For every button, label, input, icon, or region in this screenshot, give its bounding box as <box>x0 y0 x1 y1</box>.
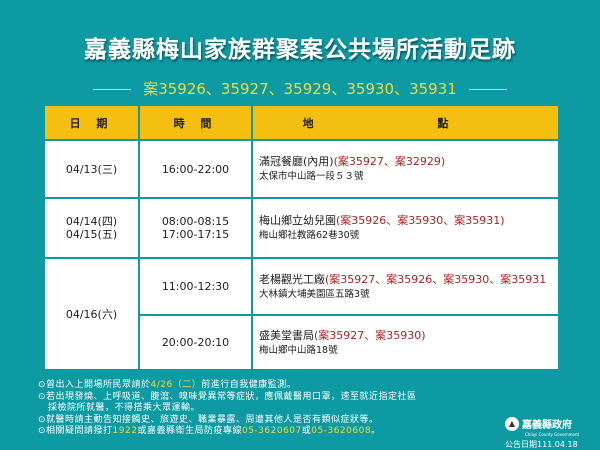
phone-1: 05-3620607 <box>241 426 302 436</box>
note-2: ⊙若出現發燒、上呼吸道、腹瀉、嗅味覺異常等症狀，應佩戴醫用口罩，速至就近指定社區 <box>38 391 417 402</box>
place-cell: 滿冠餐廳(內用)(案35927、案32929) 太保市中山路一段５３號 <box>251 139 560 199</box>
date-cell: 04/16(六) <box>43 257 140 371</box>
header-place: 地 點 <box>251 106 560 141</box>
divider <box>93 89 132 90</box>
logo-name: 嘉義縣政府 <box>522 420 572 431</box>
place-name: 梅山鄉立幼兒園 <box>259 214 336 227</box>
page-title: 嘉義縣梅山家族群聚案公共場所活動足跡 <box>84 37 516 63</box>
date-cell: 04/13(三) <box>43 139 140 199</box>
note-text: 前進行自我健康監測。 <box>201 380 297 390</box>
note-text: 或嘉義縣衛生局防疫專線 <box>137 426 242 436</box>
case-numbers: 案35926、35927、35929、35930、35931 <box>143 80 457 98</box>
table-row: 04/14(四) 04/15(五) 08:00-08:15 17:00-17:1… <box>43 197 560 259</box>
case-ref: (案35927、案35926、案35930、案35931 <box>325 272 547 286</box>
time-cell: 20:00-20:10 <box>138 314 253 371</box>
place-name: 滿冠餐廳(內用) <box>259 155 334 168</box>
time-cell: 08:00-08:15 17:00-17:15 <box>138 197 253 259</box>
time-cell: 11:00-12:30 <box>138 257 253 316</box>
place-address: 大林鎮大埔美園區五路3號 <box>259 288 370 300</box>
place-address: 太保市中山路一段５３號 <box>259 171 364 182</box>
table-header: 日 期 時 間 地 點 <box>43 106 560 141</box>
case-ref: (案35927、案35930) <box>314 328 426 342</box>
place-address: 梅山鄉社教路62巷30號 <box>259 230 360 241</box>
note-3: ⊙就醫時請主動告知接觸史、旅遊史、職業暴露、周遭其他人是否有類似症狀等。 <box>38 414 379 425</box>
place-cell: 盛美堂書局(案35927、案35930) 梅山鄉中山路18號 <box>251 314 560 371</box>
place-name: 老楊觀光工廠 <box>259 272 325 286</box>
table-row: 20:00-20:10 盛美堂書局(案35927、案35930) 梅山鄉中山路18… <box>44 314 560 371</box>
place-name: 盛美堂書局 <box>259 328 314 342</box>
logo-english: Chiayi County Government <box>525 432 580 437</box>
county-emblem-icon: ▲ <box>505 416 519 431</box>
note-text: 。 <box>371 426 381 436</box>
note-2b: 採檢院所就醫，不得搭乘大眾運輸。 <box>48 403 201 413</box>
case-subtitle: 案35926、35927、35929、35930、35931 <box>0 78 600 99</box>
footprint-table: 日 期 時 間 地 點 04/13(三) 16:00-22:00 滿冠餐廳(內用… <box>43 106 560 371</box>
place-cell: 梅山鄉立幼兒園(案35926、案35930、案35931) 梅山鄉社教路62巷30… <box>251 197 560 259</box>
divider <box>468 89 507 90</box>
announcement-date: 公告日期111.04.18 <box>505 440 578 449</box>
note-date: 4/26（二） <box>150 380 202 390</box>
table-row: 04/13(三) 16:00-22:00 滿冠餐廳(內用)(案35927、案32… <box>43 139 560 199</box>
government-logo: ▲ 嘉義縣政府 Chiayi County Government 公告日期111.… <box>505 413 579 450</box>
note-text: ⊙曾出入上開場所民眾請於 <box>38 380 151 390</box>
header-time: 時 間 <box>138 106 253 141</box>
case-ref: (案35926、案35930、案35931) <box>336 214 505 227</box>
date-cell: 04/14(四) 04/15(五) <box>43 197 140 259</box>
case-ref: (案35927、案32929) <box>333 155 446 168</box>
header-date: 日 期 <box>43 106 140 141</box>
hotline: 1922 <box>112 426 138 436</box>
note-text: 或 <box>301 426 312 436</box>
table-row: 04/16(六) 11:00-12:30 老楊觀光工廠(案35927、案3592… <box>43 257 560 371</box>
notes: ⊙曾出入上開場所民眾請於4/26（二）前進行自我健康監測。 ⊙若出現發燒、上呼吸… <box>38 380 417 438</box>
note-1: ⊙曾出入上開場所民眾請於4/26（二）前進行自我健康監測。 <box>38 380 417 392</box>
time-cell: 16:00-22:00 <box>138 139 253 199</box>
place-cell: 老楊觀光工廠(案35927、案35926、案35930、案35931 大林鎮大埔美… <box>251 257 560 316</box>
note-text: ⊙相關疑問請撥打 <box>38 426 113 436</box>
place-address: 梅山鄉中山路18號 <box>259 344 338 356</box>
note-4: ⊙相關疑問請撥打1922或嘉義縣衛生局防疫專線05-3620607或05-362… <box>38 426 417 438</box>
phone-2: 05-3620608 <box>311 426 372 436</box>
